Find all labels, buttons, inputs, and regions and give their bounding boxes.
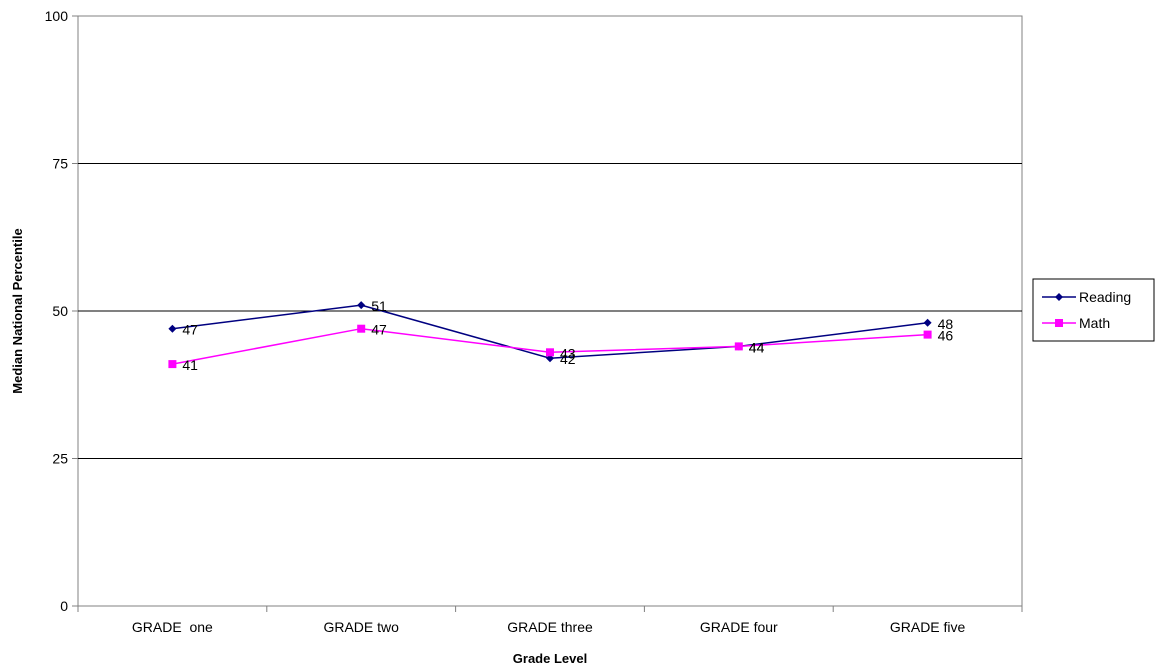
y-axis-title: Median National Percentile xyxy=(10,228,25,393)
data-point-reading xyxy=(923,318,932,327)
data-point-math xyxy=(923,330,932,339)
x-tick-label: GRADE three xyxy=(507,619,593,635)
y-tick-label: 25 xyxy=(52,451,68,467)
y-tick-label: 100 xyxy=(45,8,69,24)
y-axis-ticks: 0 25 50 75 100 xyxy=(45,8,78,614)
data-label-reading: 42 xyxy=(560,351,576,367)
legend-reading-marker xyxy=(1055,293,1063,301)
y-tick-label: 0 xyxy=(60,598,68,614)
x-tick-label: GRADE five xyxy=(890,619,966,635)
y-tick-label: 75 xyxy=(52,156,68,172)
y-tick-label: 50 xyxy=(52,303,68,319)
legend: Reading Math xyxy=(1032,278,1155,342)
data-point-math xyxy=(168,360,177,369)
data-label-math: 43 xyxy=(560,345,576,361)
data-label-reading: 47 xyxy=(182,322,198,338)
data-label-reading: 51 xyxy=(371,298,387,314)
legend-math-label: Math xyxy=(1079,315,1110,331)
data-label-math: 41 xyxy=(182,357,198,373)
legend-box xyxy=(1032,278,1155,342)
x-axis-ticks: GRADE one GRADE two GRADE three GRADE four G… xyxy=(77,606,1023,635)
gridlines xyxy=(78,163,1022,459)
x-tick-label: GRADE two xyxy=(323,619,399,635)
data-label-reading: 44 xyxy=(749,339,765,355)
x-tick-label: GRADE one xyxy=(132,619,213,635)
x-axis-title: Grade Level xyxy=(513,651,587,666)
data-point-math xyxy=(357,324,366,333)
data-label-math: 46 xyxy=(938,328,954,344)
data-point-reading xyxy=(168,324,177,333)
legend-reading-label: Reading xyxy=(1079,289,1131,305)
series-layer xyxy=(168,301,932,369)
data-label-math: 44 xyxy=(749,339,765,355)
data-point-math xyxy=(546,348,554,357)
x-tick-label: GRADE four xyxy=(700,619,778,635)
data-point-reading xyxy=(357,301,366,310)
data-label-math: 47 xyxy=(371,322,387,338)
data-point-math xyxy=(734,342,743,351)
data-label-reading: 48 xyxy=(938,316,954,332)
legend-math-marker xyxy=(1055,319,1063,327)
series-math xyxy=(168,324,932,369)
